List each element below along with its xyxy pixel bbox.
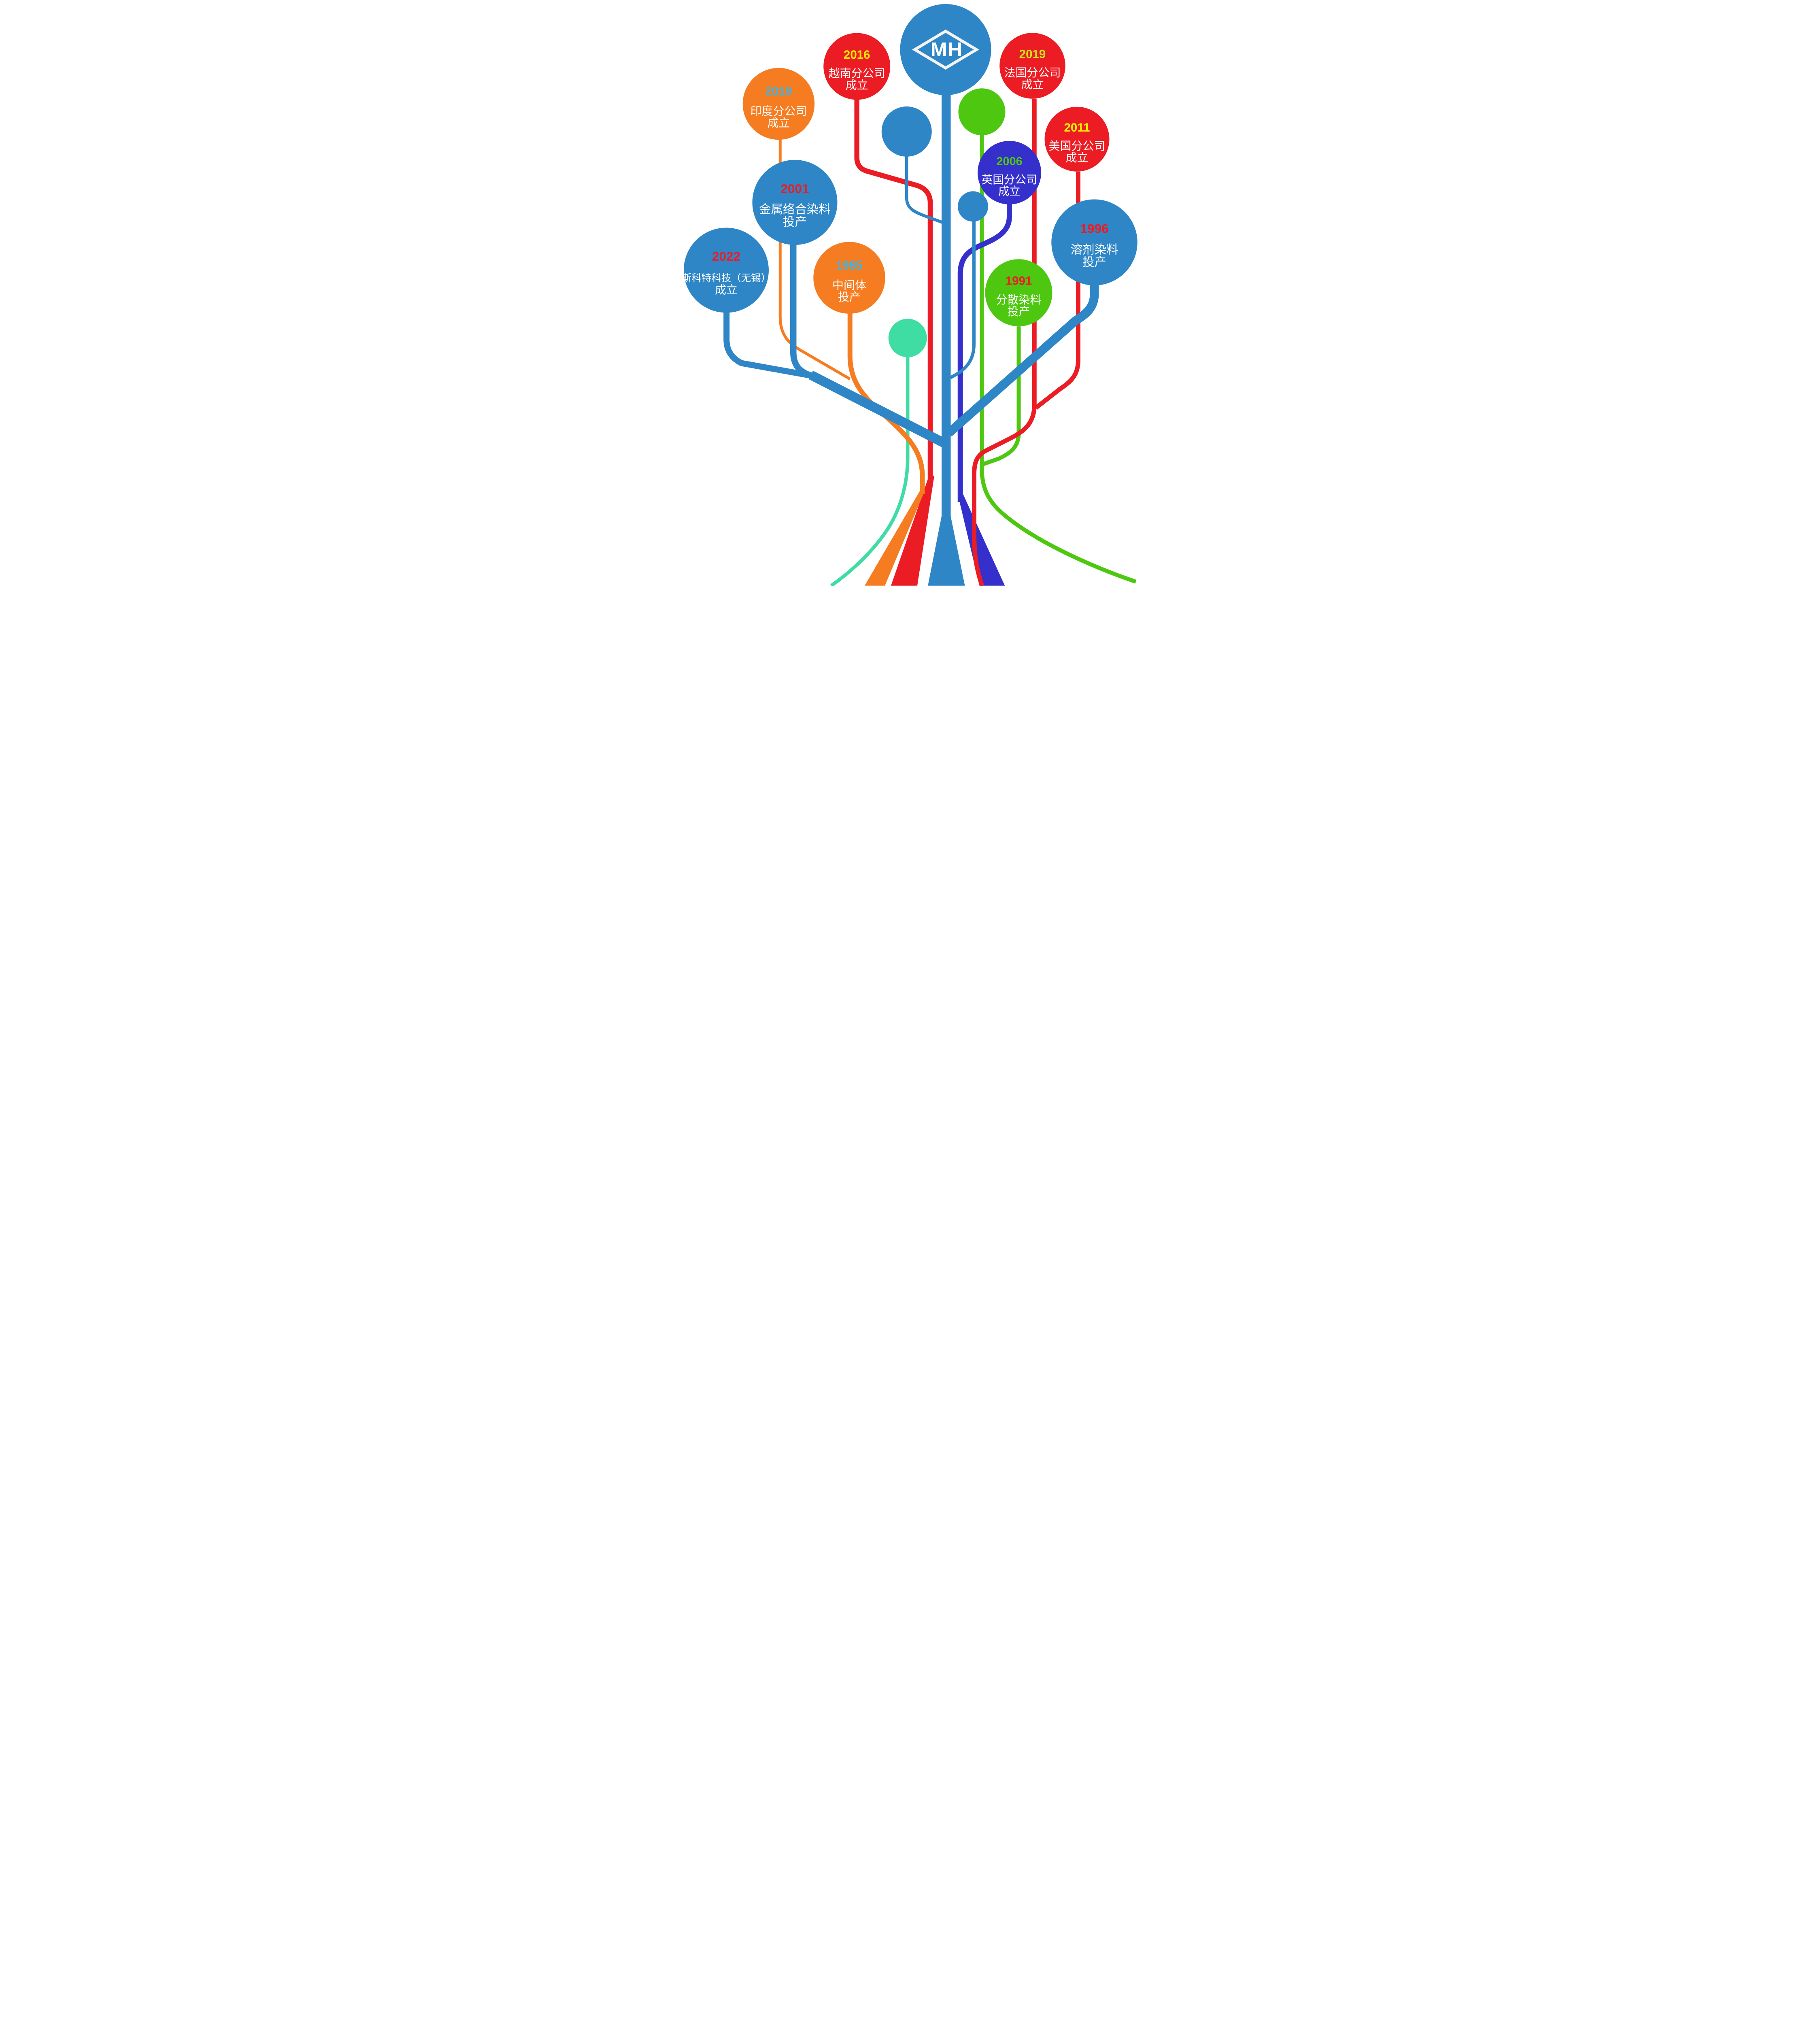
- node-green-dot: [958, 88, 1006, 136]
- logo-text: MH: [931, 39, 963, 61]
- node-metal-dyes-2001: 2001 金属络合染料 投产: [752, 160, 838, 245]
- node-year: 2006: [996, 155, 1023, 168]
- node-year: 2019: [1019, 48, 1046, 61]
- node-intermediates-1985: 1985 中间体 投产: [813, 242, 885, 314]
- node-year: 2022: [712, 249, 740, 264]
- node-label-2: 成立: [1021, 78, 1044, 91]
- node-label: 中间体: [832, 279, 866, 291]
- root-flare-orange: [865, 491, 925, 586]
- logo-circle: [900, 4, 991, 95]
- node-circle: [978, 141, 1041, 204]
- node-solvent-dyes-1996: 1996 溶剂染料 投产: [1051, 199, 1138, 285]
- nodes: 2016 越南分公司 成立 2019 印度分公司 成立 2019 法国分公司 成…: [682, 4, 1138, 357]
- node-year: 2019: [765, 85, 792, 98]
- timeline-tree: 2016 越南分公司 成立 2019 印度分公司 成立 2019 法国分公司 成…: [682, 4, 1138, 586]
- node-label: 英国分公司: [982, 173, 1038, 186]
- branch-vietnam-2016: [854, 99, 933, 480]
- node-label-2: 投产: [838, 291, 861, 303]
- node-circle: [823, 33, 891, 100]
- node-label-2: 成立: [846, 79, 868, 91]
- node-year: 1985: [836, 259, 863, 272]
- node-label: 越南分公司: [829, 67, 885, 80]
- node-vietnam-2016: 2016 越南分公司 成立: [823, 33, 891, 100]
- node-year: 2001: [780, 181, 809, 196]
- node-circle: [684, 227, 769, 313]
- branch-usa-2011: [1034, 171, 1080, 410]
- branch-mint-node: [830, 346, 910, 586]
- node-label: 印度分公司: [750, 105, 807, 117]
- branch-solvent-1996: [946, 285, 1099, 437]
- branch-blue-node-upper: [905, 156, 944, 224]
- node-label-2: 成立: [715, 284, 738, 296]
- branch-france-2019: [972, 98, 1037, 586]
- node-label: 斯科特科技（无锡）: [682, 272, 771, 284]
- branch-green-node: [980, 134, 1137, 584]
- node-india-2019: 2019 印度分公司 成立: [742, 68, 815, 140]
- node-year: 2011: [1064, 121, 1090, 134]
- node-label-2: 成立: [1065, 151, 1088, 164]
- node-label: 法国分公司: [1004, 66, 1061, 79]
- node-label-2: 成立: [998, 185, 1021, 198]
- node-circle: [985, 259, 1052, 327]
- branch-merged-left-diagonal: [808, 370, 950, 449]
- branches: [723, 89, 1137, 586]
- node-label: 溶剂染料: [1070, 243, 1118, 257]
- node-mh-logo: MH: [900, 4, 991, 95]
- node-year: 1991: [1006, 274, 1032, 288]
- mh-diamond-icon: [912, 29, 980, 70]
- node-circle: [752, 160, 838, 245]
- node-label-2: 投产: [1082, 256, 1106, 269]
- node-year: 2016: [844, 48, 870, 62]
- node-label-2: 投产: [783, 215, 807, 229]
- branch-blue-node-lower: [950, 221, 976, 379]
- node-scott-wuxi-2022: 2022 斯科特科技（无锡） 成立: [682, 227, 771, 313]
- node-uk-2006: 2006 英国分公司 成立: [978, 141, 1041, 204]
- root-flare-red: [891, 476, 934, 586]
- node-circle: [999, 33, 1065, 99]
- node-disperse-dyes-1991: 1991 分散染料 投产: [985, 259, 1052, 327]
- node-label-2: 成立: [767, 117, 790, 129]
- root-flare-indigo: [957, 494, 1005, 586]
- branch-scott-2022: [723, 312, 814, 379]
- node-blue-dot-upper: [881, 106, 932, 157]
- node-circle: [813, 242, 885, 314]
- node-circle: [1051, 199, 1138, 285]
- node-mint-dot: [888, 319, 927, 357]
- branch-uk-2006: [957, 204, 1012, 502]
- branch-india-2019: [778, 140, 851, 381]
- node-label: 美国分公司: [1048, 140, 1105, 152]
- node-label: 分散染料: [996, 293, 1041, 306]
- node-usa-2011: 2011 美国分公司 成立: [1044, 106, 1110, 172]
- company-history-infographic: 2016 越南分公司 成立 2019 印度分公司 成立 2019 法国分公司 成…: [682, 0, 1138, 586]
- node-blue-dot-lower: [958, 191, 988, 222]
- node-label-2: 投产: [1007, 305, 1030, 318]
- node-label: 金属络合染料: [759, 203, 831, 216]
- node-circle: [1044, 106, 1110, 172]
- trunk: [928, 89, 965, 586]
- node-france-2019: 2019 法国分公司 成立: [999, 33, 1065, 99]
- node-circle: [742, 68, 815, 140]
- node-year: 1996: [1080, 221, 1108, 236]
